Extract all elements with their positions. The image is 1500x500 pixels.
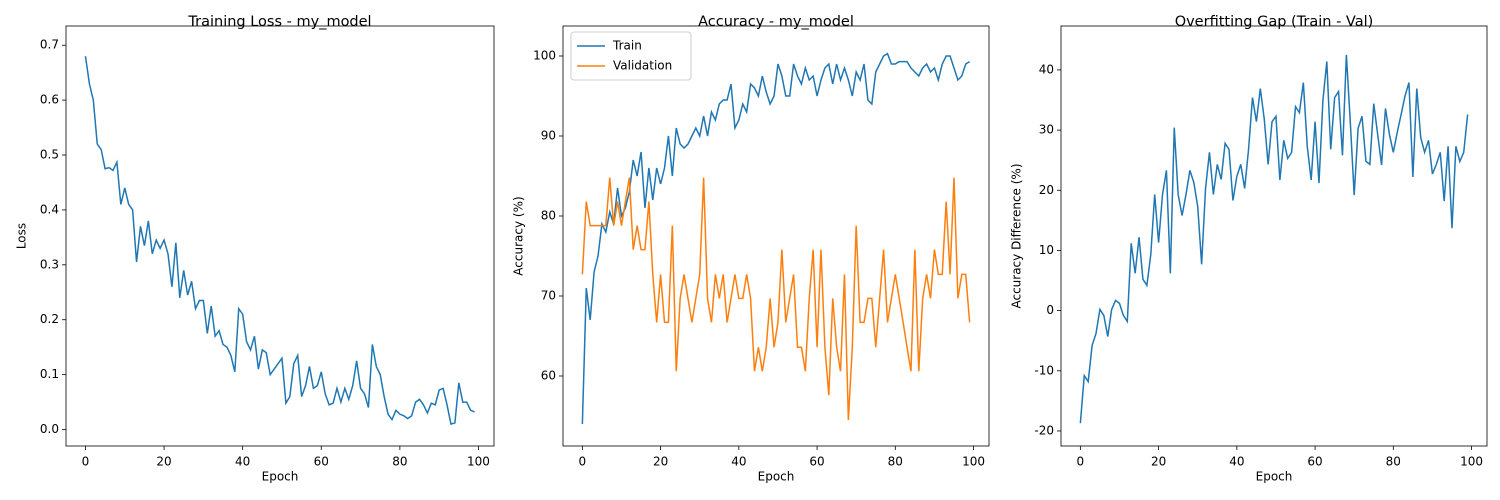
x-tick-label: 40 [731, 455, 746, 469]
y-axis-label: Loss [15, 223, 29, 249]
data-line [581, 52, 971, 425]
x-tick-label: 80 [888, 455, 903, 469]
x-tick-label: 20 [1151, 455, 1166, 469]
x-tick-label: 60 [1307, 455, 1322, 469]
x-tick-label: 60 [314, 455, 329, 469]
subplot-title: Accuracy - my_model [698, 14, 854, 30]
x-axis-label: Epoch [758, 470, 795, 484]
x-tick-label: 0 [1077, 455, 1085, 469]
legend-label: Train [612, 39, 642, 53]
y-tick-label: 0.5 [40, 148, 59, 162]
x-tick-label: 100 [1460, 455, 1483, 469]
y-tick-label: 40 [1039, 62, 1054, 76]
legend-label: Validation [613, 59, 672, 73]
subplot: Training Loss - my_model Epoch Loss 0 20 40 60… [15, 14, 495, 484]
y-axis-label: Accuracy (%) [512, 196, 526, 275]
data-line [1079, 54, 1469, 424]
y-tick-label: 90 [541, 129, 556, 143]
y-tick-label: -20 [1034, 423, 1054, 437]
x-axis-label: Epoch [1256, 470, 1293, 484]
y-tick-label: 0.0 [40, 422, 59, 436]
y-tick-label: 0.3 [40, 257, 59, 271]
y-tick-label: 0.1 [40, 367, 59, 381]
axes-frame [1060, 25, 1488, 447]
legend: Train Validation [570, 31, 692, 81]
x-tick-label: 20 [653, 455, 668, 469]
x-tick-label: 60 [809, 455, 824, 469]
axes-frame [65, 25, 495, 447]
axes-frame [562, 25, 990, 447]
y-tick-label: 0.4 [40, 202, 59, 216]
x-tick-label: 100 [962, 455, 985, 469]
y-tick-label: 80 [541, 209, 556, 223]
subplot: Accuracy - my_model Epoch Accuracy (%) 0 20 4… [512, 14, 990, 484]
x-tick-label: 0 [82, 455, 90, 469]
data-line [581, 177, 971, 421]
y-tick-label: 30 [1039, 123, 1054, 137]
subplot-title: Overfitting Gap (Train - Val) [1175, 14, 1374, 30]
y-axis-label: Accuracy Difference (%) [1010, 163, 1024, 308]
x-tick-label: 100 [467, 455, 490, 469]
x-tick-label: 80 [1386, 455, 1401, 469]
y-tick-label: 0.7 [40, 38, 59, 52]
y-tick-label: 10 [1039, 243, 1054, 257]
data-line [84, 56, 475, 425]
x-tick-label: 20 [156, 455, 171, 469]
x-tick-label: 40 [235, 455, 250, 469]
x-axis-label: Epoch [262, 470, 299, 484]
y-tick-label: 0.2 [40, 312, 59, 326]
y-tick-label: 20 [1039, 183, 1054, 197]
y-tick-label: 0 [1046, 303, 1054, 317]
x-tick-label: 0 [579, 455, 587, 469]
x-tick-label: 80 [392, 455, 407, 469]
y-tick-label: 100 [533, 49, 556, 63]
y-tick-label: 0.6 [40, 93, 59, 107]
y-tick-label: 60 [541, 369, 556, 383]
y-tick-label: -10 [1034, 363, 1054, 377]
x-tick-label: 40 [1229, 455, 1244, 469]
legend-frame [570, 31, 692, 81]
y-tick-label: 70 [541, 289, 556, 303]
subplot-title: Training Loss - my_model [187, 14, 371, 30]
subplot: Overfitting Gap (Train - Val) Epoch Accura… [1010, 14, 1488, 484]
